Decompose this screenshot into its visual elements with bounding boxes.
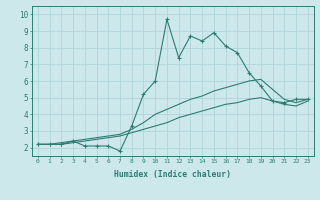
X-axis label: Humidex (Indice chaleur): Humidex (Indice chaleur) bbox=[114, 170, 231, 179]
